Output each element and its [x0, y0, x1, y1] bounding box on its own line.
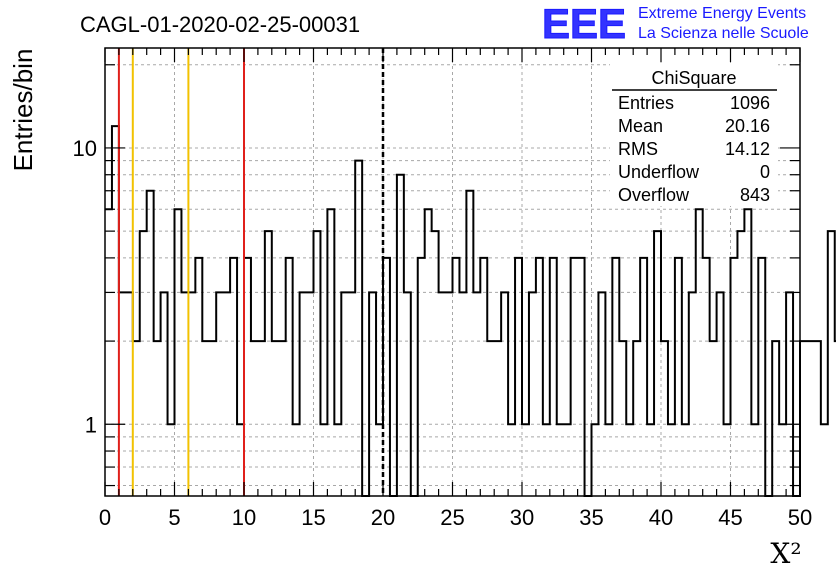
x-tick-label: 20 [371, 505, 395, 530]
run-title: CAGL-01-2020-02-25-00031 [80, 12, 360, 37]
stats-label-rms: RMS [618, 139, 658, 159]
y-tick-label: 10 [73, 136, 97, 161]
stats-box-bg [610, 64, 778, 206]
histogram-bars [105, 125, 836, 497]
x-tick-label: 5 [168, 505, 180, 530]
y-axis-label: Entries/bin [8, 49, 38, 172]
axis-ticks: 0 5 10 15 20 25 30 35 40 45 50 1 10 [73, 48, 812, 530]
x-tick-label: 0 [99, 505, 111, 530]
stats-label-underflow: Underflow [618, 162, 700, 182]
stats-value-mean: 20.16 [725, 116, 770, 136]
stats-value-underflow: 0 [760, 162, 770, 182]
x-tick-label: 15 [301, 505, 325, 530]
x-tick-label: 25 [440, 505, 464, 530]
stats-label-overflow: Overflow [618, 185, 690, 205]
x-tick-label: 40 [649, 505, 673, 530]
eee-logo: EEE [542, 0, 626, 47]
x-tick-label: 10 [232, 505, 256, 530]
x-tick-label: 45 [718, 505, 742, 530]
x-tick-label: 30 [510, 505, 534, 530]
logo-line-2: La Scienza nelle Scuole [638, 25, 809, 42]
stats-value-rms: 14.12 [725, 139, 770, 159]
stats-value-entries: 1096 [730, 93, 770, 113]
x-tick-label: 35 [579, 505, 603, 530]
stats-label-mean: Mean [618, 116, 663, 136]
x-axis-label: X² [770, 537, 801, 570]
y-tick-label: 1 [85, 412, 97, 437]
stats-value-overflow: 843 [740, 185, 770, 205]
stats-label-entries: Entries [618, 93, 674, 113]
stats-title: ChiSquare [651, 68, 736, 88]
histogram-outline [105, 125, 836, 497]
cut-lines [117, 48, 385, 496]
stats-box: ChiSquare Entries 1096 Mean 20.16 RMS 14… [610, 64, 778, 206]
logo-line-1: Extreme Energy Events [638, 5, 806, 22]
x-tick-label: 50 [788, 505, 812, 530]
